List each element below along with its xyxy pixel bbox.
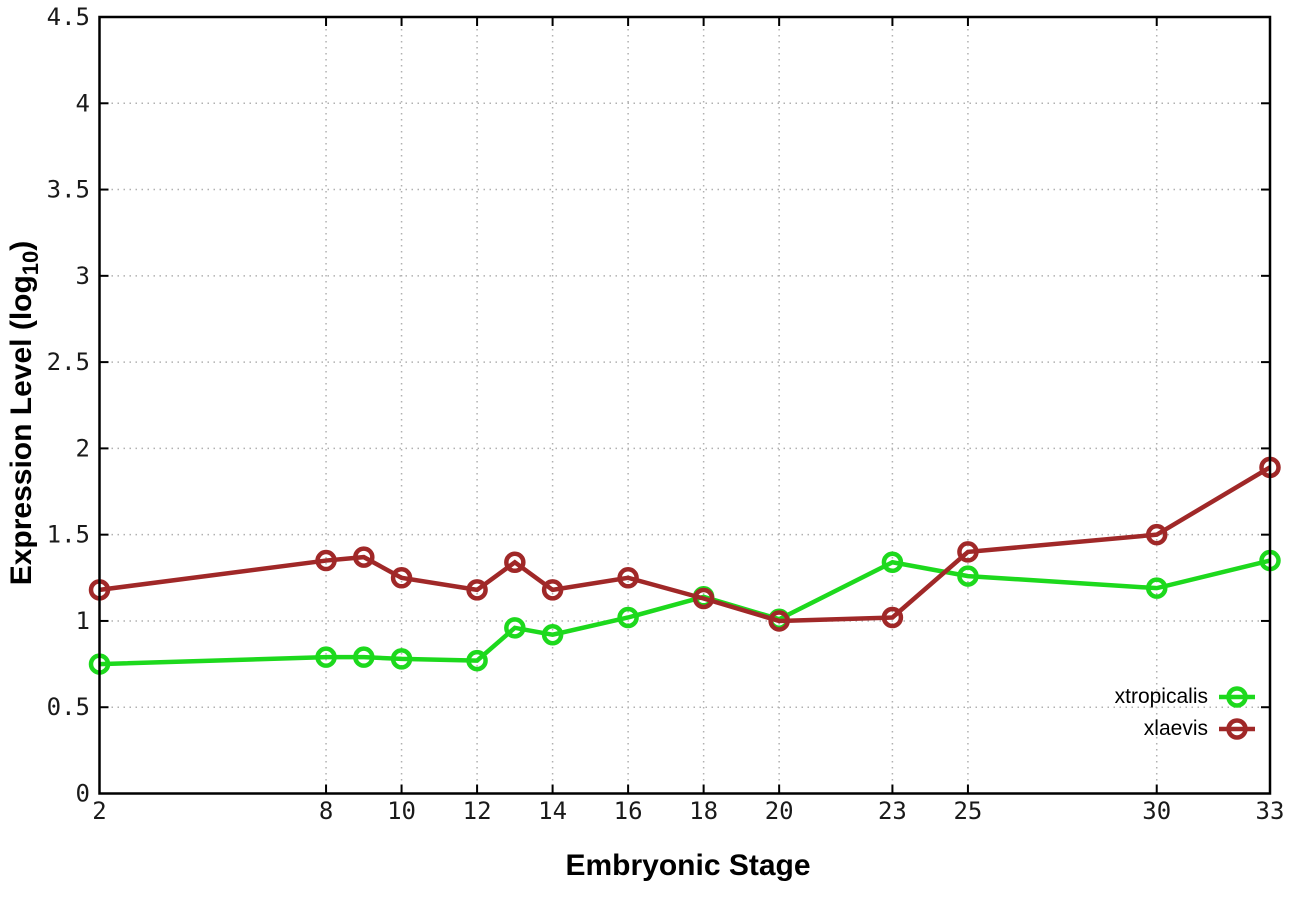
x-tick-label: 10 xyxy=(387,797,416,825)
series-line-xtropicalis xyxy=(99,558,1271,667)
data-point-xlaevis xyxy=(768,610,790,632)
x-tick-label: 12 xyxy=(463,797,492,825)
data-point-xtropicalis xyxy=(957,565,979,587)
data-point-xtropicalis xyxy=(353,646,375,668)
y-tick-label: 3 xyxy=(76,262,90,290)
y-tick-label: 0.5 xyxy=(47,693,90,721)
y-axis-label-subscript: 10 xyxy=(18,250,43,276)
data-point-xtropicalis xyxy=(617,606,639,629)
series-line-xlaevis xyxy=(99,465,1272,624)
data-point-xlaevis xyxy=(957,541,979,563)
y-tick-label: 1 xyxy=(76,607,90,635)
y-tick-labels: 0 0.5 1 1.5 2 2.5 3 3.5 4 4.5 xyxy=(47,3,90,808)
x-tick-label: 14 xyxy=(538,797,567,825)
data-point-xtropicalis xyxy=(504,617,526,639)
data-point-xtropicalis xyxy=(315,646,337,668)
legend-marker-xtropicalis xyxy=(1219,686,1255,708)
legend-label-xlaevis: xlaevis xyxy=(1143,717,1208,740)
data-point-xlaevis xyxy=(466,579,488,601)
x-tick-label: 18 xyxy=(689,797,718,825)
x-tick-labels: 2 8 10 12 14 16 18 20 23 25 30 33 xyxy=(92,797,1284,825)
tick-marks xyxy=(98,16,1271,795)
data-point-xlaevis xyxy=(315,549,337,572)
data-point-xlaevis xyxy=(390,567,413,589)
x-tick-label: 25 xyxy=(953,797,982,825)
x-tick-label: 20 xyxy=(765,797,794,825)
data-point-xlaevis xyxy=(541,579,564,601)
y-tick-label: 2.5 xyxy=(47,348,90,376)
legend-item-xlaevis: xlaevis xyxy=(1144,716,1256,742)
y-tick-label: 3.5 xyxy=(47,176,90,204)
data-point-xlaevis xyxy=(881,606,904,629)
legend-label-xtropicalis: xtropicalis xyxy=(1114,685,1208,708)
data-point-xlaevis xyxy=(617,567,639,589)
y-tick-label: 2 xyxy=(76,434,90,462)
plot-border xyxy=(98,15,1272,795)
x-tick-label: 2 xyxy=(92,797,106,825)
x-tick-label: 33 xyxy=(1256,797,1285,825)
y-tick-label: 4.5 xyxy=(47,3,90,31)
y-axis-label-close: ) xyxy=(5,240,38,251)
data-point-xtropicalis xyxy=(541,623,564,646)
data-point-xtropicalis xyxy=(390,648,413,670)
data-point-xlaevis xyxy=(504,551,526,574)
x-axis-label: Embryonic Stage xyxy=(565,849,811,882)
y-tick-label: 1.5 xyxy=(47,521,90,549)
data-point-xtropicalis xyxy=(881,551,904,574)
data-point-xtropicalis xyxy=(1145,577,1168,599)
x-tick-label: 16 xyxy=(614,797,643,825)
legend-item-xtropicalis: xtropicalis xyxy=(1115,684,1256,710)
data-point-xlaevis xyxy=(1145,523,1168,546)
y-tick-label: 0 xyxy=(76,780,90,808)
data-point-xlaevis xyxy=(353,546,375,568)
y-axis-label: Expression Level (log10) xyxy=(5,240,43,586)
data-point-xtropicalis xyxy=(466,649,488,672)
grid-lines xyxy=(99,17,1270,794)
legend: xtropicalis xlaevis xyxy=(1115,684,1256,742)
x-tick-label: 23 xyxy=(878,797,907,825)
y-tick-label: 4 xyxy=(76,89,90,117)
legend-marker-xlaevis xyxy=(1219,718,1255,740)
y-axis-label-main: Expression Level (log xyxy=(5,275,38,586)
x-tick-label: 30 xyxy=(1142,797,1171,825)
x-tick-label: 8 xyxy=(319,797,333,825)
data-point-xlaevis xyxy=(692,587,715,610)
